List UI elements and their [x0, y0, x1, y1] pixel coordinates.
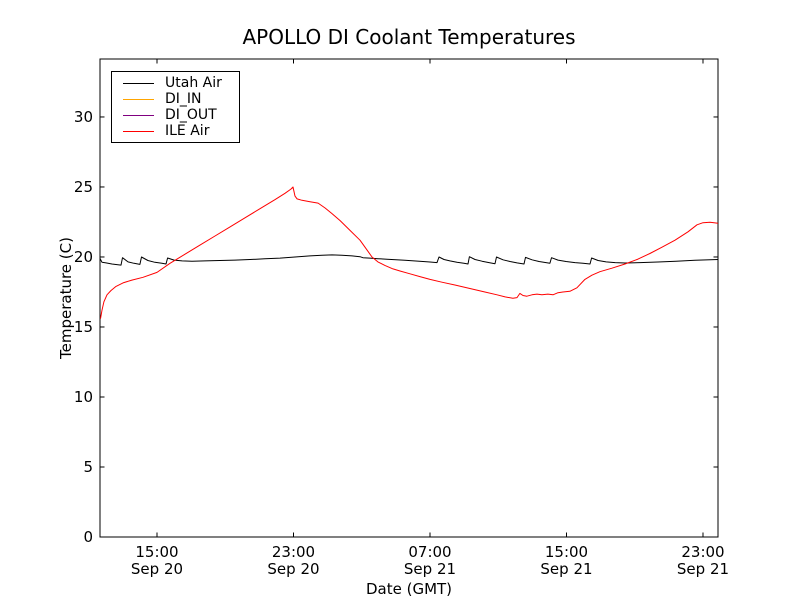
legend-line-sample: [123, 98, 154, 100]
legend-label: Utah Air: [165, 75, 222, 91]
x-tick-label-time: 15:00: [545, 543, 588, 561]
x-tick-label-time: 23:00: [272, 543, 315, 561]
legend-label: ILE Air: [165, 123, 210, 139]
axes-frame: [99, 58, 719, 538]
y-tick-label: 5: [83, 458, 93, 476]
x-tick-label-date: Sep 20: [267, 560, 319, 578]
legend-label: DI_OUT: [165, 107, 217, 123]
y-tick-label: 0: [83, 528, 93, 546]
legend-line-sample: [123, 82, 154, 84]
x-tick-label-date: Sep 20: [131, 560, 183, 578]
legend-entry-utah-air: Utah Air: [123, 75, 233, 91]
x-axis-label: Date (GMT): [365, 580, 453, 598]
y-tick-label: 20: [74, 248, 93, 266]
chart-title: APOLLO DI Coolant Temperatures: [242, 25, 576, 49]
x-tick-label-time: 23:00: [681, 543, 724, 561]
series-line-ile-air: [100, 186, 719, 319]
y-tick-label: 25: [74, 178, 93, 196]
series-line-utah-air: [99, 254, 719, 266]
legend: Utah Air DI_IN DI_OUT ILE Air: [111, 71, 240, 143]
x-tick-label-time: 15:00: [135, 543, 178, 561]
legend-entry-di-in: DI_IN: [123, 91, 233, 107]
y-tick-label: 10: [74, 388, 93, 406]
legend-entry-ile-air: ILE Air: [123, 123, 233, 139]
legend-entry-di-out: DI_OUT: [123, 107, 233, 123]
x-tick-label-date: Sep 21: [540, 560, 592, 578]
x-tick-label-date: Sep 21: [404, 560, 456, 578]
legend-label: DI_IN: [165, 91, 202, 107]
legend-line-sample: [123, 114, 154, 116]
x-tick-label-date: Sep 21: [677, 560, 729, 578]
y-tick-label: 30: [74, 108, 93, 126]
x-tick-label-time: 07:00: [408, 543, 451, 561]
y-tick-label: 15: [74, 318, 93, 336]
legend-line-sample: [123, 130, 154, 132]
